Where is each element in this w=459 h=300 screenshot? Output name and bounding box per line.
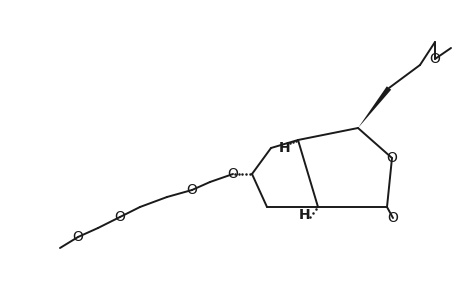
Polygon shape [357,86,390,128]
Text: O: O [429,52,439,66]
Text: O: O [114,210,125,224]
Text: H: H [279,141,290,155]
Text: O: O [227,167,238,181]
Text: H: H [298,208,310,222]
Text: O: O [186,183,197,197]
Text: O: O [387,211,397,225]
Text: O: O [386,151,397,165]
Text: O: O [73,230,83,244]
